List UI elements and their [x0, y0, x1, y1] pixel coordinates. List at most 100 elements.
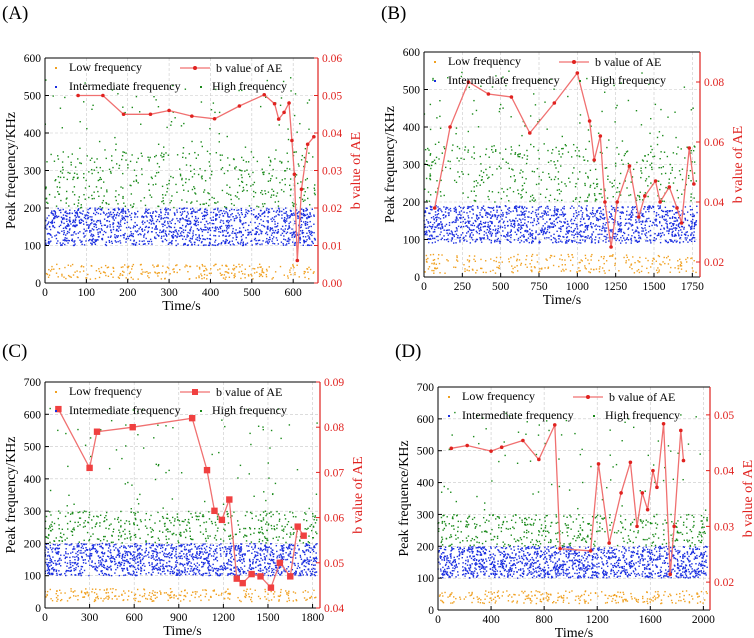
scatter-point — [190, 594, 193, 596]
scatter-point — [130, 233, 133, 235]
scatter-point — [45, 79, 47, 81]
scatter-point — [250, 233, 253, 236]
scatter-point — [589, 184, 592, 187]
scatter-point — [465, 225, 467, 227]
scatter-point — [615, 107, 617, 109]
scatter-point — [175, 230, 178, 233]
scatter-point — [178, 207, 181, 210]
scatter-point — [436, 180, 438, 182]
scatter-point — [547, 226, 549, 229]
scatter-point — [646, 160, 648, 162]
scatter-point — [293, 231, 296, 234]
scatter-point — [605, 167, 608, 169]
scatter-point — [642, 230, 645, 232]
scatter-point — [527, 237, 530, 239]
scatter-point — [130, 212, 133, 215]
scatter-point — [170, 241, 173, 243]
scatter-point — [62, 208, 64, 211]
scatter-point — [280, 228, 282, 230]
scatter-point — [621, 235, 624, 237]
scatter-point — [47, 202, 49, 205]
scatter-point — [603, 262, 605, 265]
scatter-point — [210, 219, 213, 221]
scatter-point — [584, 239, 586, 242]
scatter-point — [245, 211, 247, 214]
scatter-point — [292, 600, 295, 602]
scatter-point — [46, 217, 48, 219]
scatter-point — [647, 272, 650, 274]
scatter-point — [586, 209, 588, 212]
scatter-point — [59, 224, 62, 226]
scatter-point — [607, 175, 609, 177]
scatter-point — [560, 270, 563, 272]
scatter-point — [77, 599, 79, 601]
scatter-point — [510, 256, 512, 259]
scatter-point — [86, 230, 88, 232]
scatter-point — [52, 213, 54, 215]
scatter-point — [300, 208, 303, 210]
scatter-point — [591, 209, 594, 212]
scatter-point — [217, 269, 219, 271]
scatter-point — [594, 200, 597, 202]
scatter-point — [186, 236, 188, 238]
scatter-point — [578, 200, 581, 203]
scatter-point — [84, 235, 86, 237]
scatter-point — [209, 153, 211, 155]
scatter-point — [194, 241, 196, 244]
scatter-point — [149, 272, 151, 274]
scatter-point — [267, 593, 269, 595]
scatter-point — [435, 267, 437, 270]
scatter-point — [66, 230, 69, 233]
scatter-point — [247, 569, 249, 572]
low-frequency-points — [424, 253, 697, 274]
scatter-point — [560, 230, 562, 233]
scatter-point — [58, 225, 61, 228]
scatter-point — [600, 216, 602, 219]
scatter-point — [271, 220, 273, 223]
scatter-point — [543, 231, 546, 233]
scatter-point — [69, 212, 71, 214]
scatter-point — [273, 232, 276, 234]
scatter-point — [206, 209, 208, 212]
scatter-point — [676, 220, 679, 222]
scatter-point — [133, 243, 135, 245]
scatter-point — [548, 225, 551, 227]
scatter-point — [101, 224, 103, 227]
scatter-point — [209, 227, 211, 229]
scatter-point — [584, 226, 587, 228]
scatter-point — [130, 218, 133, 221]
scatter-point — [693, 240, 696, 243]
scatter-point — [132, 263, 135, 266]
scatter-point — [124, 210, 127, 213]
scatter-point — [658, 255, 661, 258]
scatter-point — [184, 595, 187, 598]
scatter-point — [584, 200, 586, 202]
scatter-point — [246, 588, 248, 590]
scatter-point — [244, 277, 246, 279]
scatter-point — [461, 170, 463, 173]
scatter-point — [134, 230, 137, 232]
scatter-point — [443, 235, 445, 237]
scatter-point — [275, 149, 277, 151]
scatter-point — [81, 219, 83, 222]
scatter-point — [159, 590, 161, 592]
scatter-point — [480, 163, 482, 165]
scatter-point — [647, 259, 649, 262]
scatter-point — [112, 166, 114, 169]
scatter-point — [114, 595, 117, 597]
scatter-point — [223, 274, 226, 276]
scatter-point — [526, 231, 528, 233]
scatter-point — [518, 144, 521, 147]
scatter-point — [580, 235, 582, 237]
scatter-point — [457, 213, 459, 216]
scatter-point — [594, 215, 596, 217]
scatter-point — [57, 594, 59, 597]
scatter-point — [160, 592, 162, 594]
scatter-point — [85, 588, 87, 590]
scatter-point — [439, 127, 442, 129]
scatter-point — [273, 216, 276, 218]
scatter-point — [550, 214, 553, 217]
scatter-point — [531, 241, 533, 243]
scatter-point — [433, 237, 436, 239]
scatter-point — [209, 229, 212, 232]
